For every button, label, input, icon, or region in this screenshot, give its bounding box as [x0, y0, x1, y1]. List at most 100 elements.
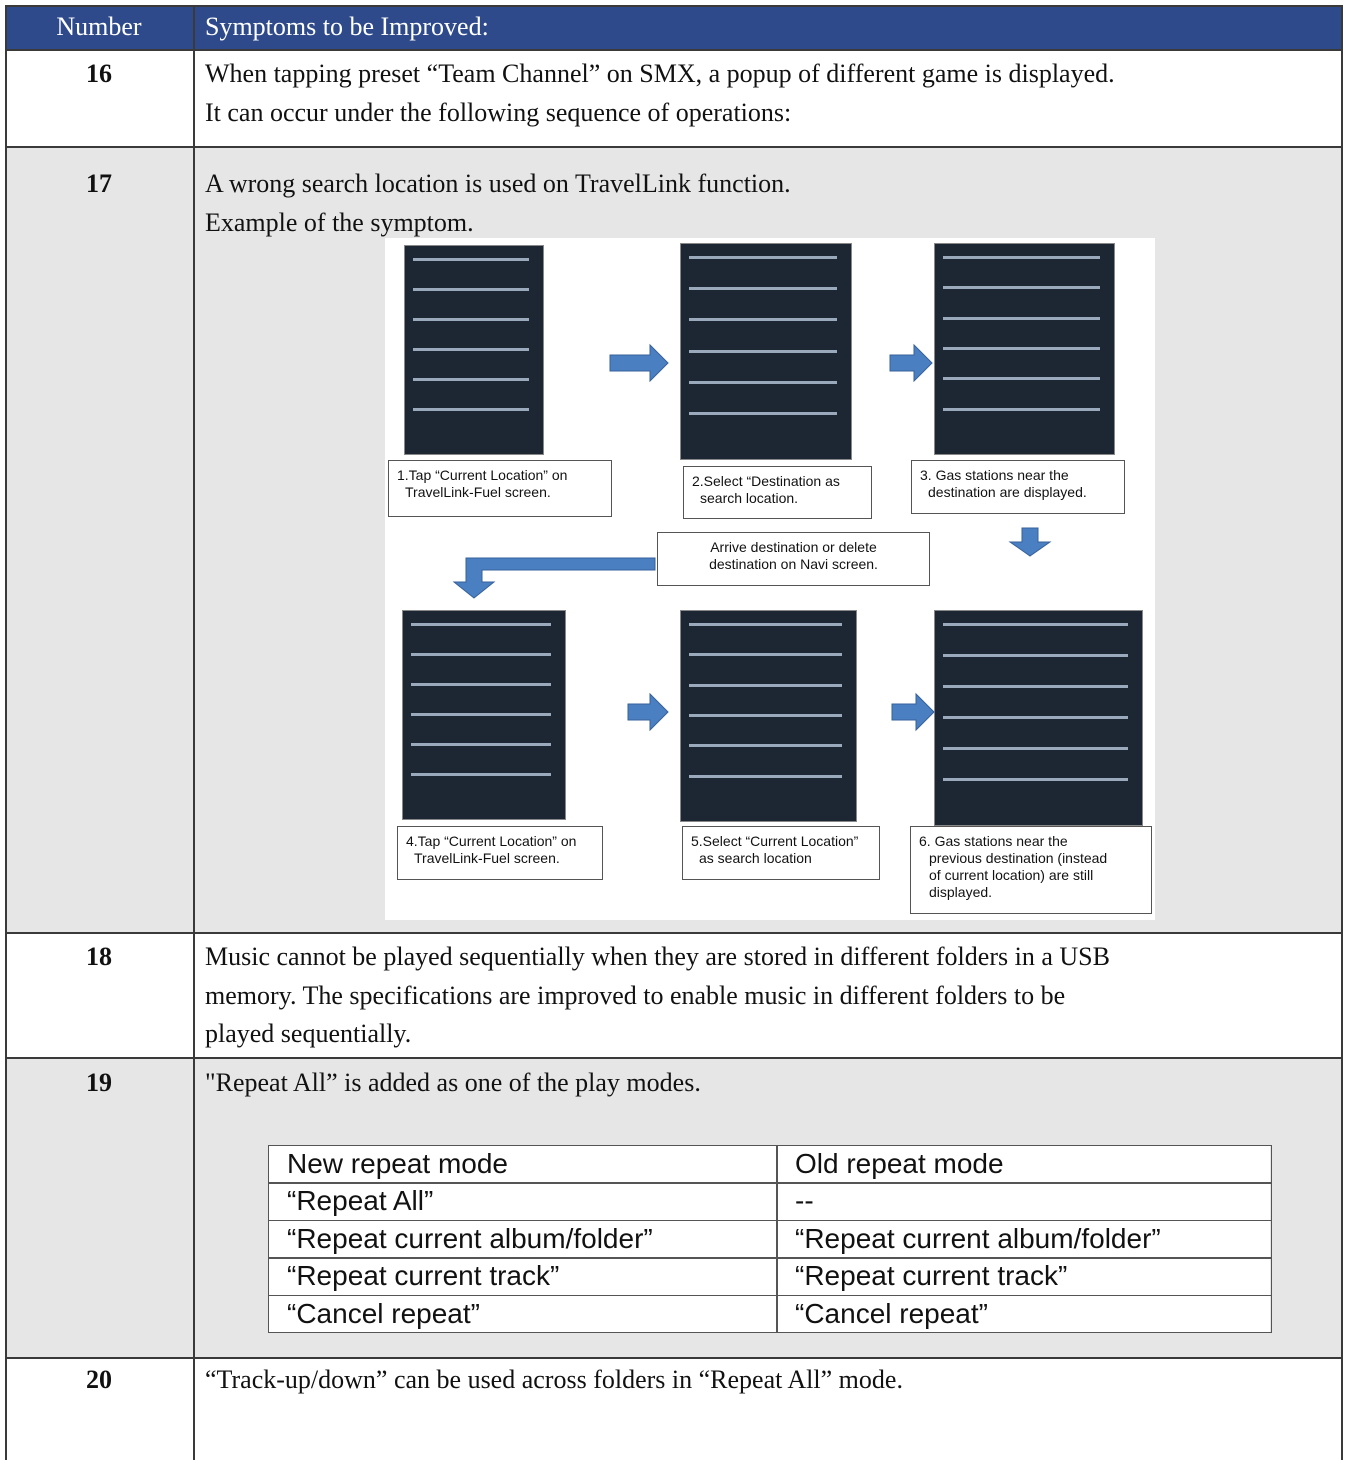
header-number: Number [56, 12, 142, 41]
screen-row [411, 683, 551, 686]
screen-row [689, 683, 842, 687]
caption-line: destination are displayed. [928, 484, 1087, 500]
screen-row [943, 778, 1128, 781]
screenshot [402, 610, 566, 820]
screen-row [689, 744, 842, 748]
header-text-cell [193, 5, 1343, 51]
row-text: A wrong search location is used on Trave… [205, 169, 791, 198]
subtable-cell: -- [776, 1182, 1272, 1222]
screen-row [943, 407, 1100, 411]
caption-line: as search location [699, 850, 812, 866]
screen-row [943, 747, 1128, 750]
subtable-cell: New repeat mode [268, 1145, 778, 1184]
screen-row [413, 318, 529, 321]
row-number: 17 [86, 169, 112, 198]
subtable-cell: “Cancel repeat” [776, 1294, 1272, 1334]
caption-line: TravelLink-Fuel screen. [405, 484, 551, 500]
row-text: memory. The specifications are improved … [205, 980, 1066, 1010]
screen-row [943, 623, 1128, 626]
step-caption: 1.Tap “Current Location” on TravelLink-Fu… [388, 460, 612, 517]
subtable-cell: “Cancel repeat” [268, 1294, 778, 1334]
row-number: 19 [86, 1068, 112, 1097]
screen-row [411, 773, 551, 776]
number-cell [5, 1057, 195, 1359]
screen-row [689, 318, 837, 322]
row-text: Example of the symptom. [205, 207, 474, 237]
step-caption: 5.Select “Current Location” as search loc… [682, 826, 880, 880]
text-cell [193, 49, 1343, 148]
screen-row [413, 348, 529, 351]
subtable-cell: “Repeat All” [268, 1182, 778, 1222]
row-text: When tapping preset “Team Channel” on SM… [205, 59, 1115, 88]
screen-row [689, 653, 842, 657]
row-number: 20 [86, 1365, 112, 1394]
screen-row [943, 377, 1100, 381]
screen-row [411, 743, 551, 746]
screen-row [689, 287, 837, 291]
screen-row [411, 623, 551, 626]
screen-row [413, 288, 529, 291]
note-box: Arrive destination or delete destination … [657, 532, 930, 586]
screen-row [413, 258, 529, 261]
note-line: Arrive destination or delete [710, 539, 877, 555]
caption-line: 2.Select “Destination as [692, 473, 840, 489]
screen-row [411, 713, 551, 716]
text-cell [193, 1357, 1343, 1460]
caption-line: 1.Tap “Current Location” on [397, 467, 568, 483]
row-text: “Track-up/down” can be used across folde… [205, 1365, 903, 1394]
caption-line: 5.Select “Current Location” [691, 833, 859, 849]
row-text: "Repeat All” is added as one of the play… [205, 1068, 701, 1097]
note-line: destination on Navi screen. [709, 556, 878, 572]
screen-row [413, 408, 529, 411]
row-number: 16 [86, 59, 112, 88]
caption-line: 6. Gas stations near the [919, 833, 1068, 849]
subtable-cell: “Repeat current album/folder” [776, 1219, 1272, 1259]
screen-row [943, 347, 1100, 350]
screen-row [943, 716, 1128, 719]
text-cell [193, 932, 1343, 1059]
caption-line: 3. Gas stations near the [920, 467, 1069, 483]
screen-row [689, 623, 842, 626]
screen-row [689, 774, 842, 778]
subtable [268, 1145, 1270, 1332]
screen-row [689, 411, 837, 415]
step-caption: 2.Select “Destination as search location. [683, 466, 872, 519]
screen-row [943, 256, 1100, 259]
row-text: It can occur under the following sequenc… [205, 97, 792, 127]
screenshot [680, 243, 852, 460]
caption-line: TravelLink-Fuel screen. [414, 850, 560, 866]
step-caption: 3. Gas stations near the destination are … [911, 460, 1125, 514]
screen-row [943, 316, 1100, 320]
screen-row [689, 380, 837, 384]
screen-row [689, 714, 842, 717]
screenshot [404, 245, 544, 455]
caption-line: displayed. [929, 884, 993, 900]
caption-line: search location. [700, 490, 799, 506]
screenshot [934, 610, 1143, 826]
step-caption: 6. Gas stations near the previous destina… [910, 826, 1152, 914]
screen-row [943, 286, 1100, 290]
screen-row [411, 653, 551, 656]
screen-row [413, 378, 529, 381]
number-cell [5, 932, 195, 1059]
caption-line: 4.Tap “Current Location” on [406, 833, 577, 849]
row-number: 18 [86, 942, 112, 971]
subtable-cell: “Repeat current album/folder” [268, 1219, 778, 1259]
screenshot [680, 610, 857, 822]
screen-row [689, 256, 837, 259]
row-text: Music cannot be played sequentially when… [205, 942, 1110, 971]
number-cell [5, 146, 195, 934]
screen-row [689, 349, 837, 353]
row-text: played sequentially. [205, 1019, 412, 1048]
caption-line: previous destination (instead [929, 850, 1108, 866]
screen-row [943, 654, 1128, 657]
number-cell [5, 1357, 195, 1460]
subtable-cell: Old repeat mode [776, 1145, 1272, 1184]
screen-row [943, 685, 1128, 688]
header-text: Symptoms to be Improved: [205, 12, 489, 41]
step-caption: 4.Tap “Current Location” on TravelLink-Fu… [397, 826, 603, 880]
caption-line: of current location) are still [929, 867, 1094, 883]
subtable-cell: “Repeat current track” [268, 1257, 778, 1297]
subtable-cell: “Repeat current track” [776, 1257, 1272, 1297]
